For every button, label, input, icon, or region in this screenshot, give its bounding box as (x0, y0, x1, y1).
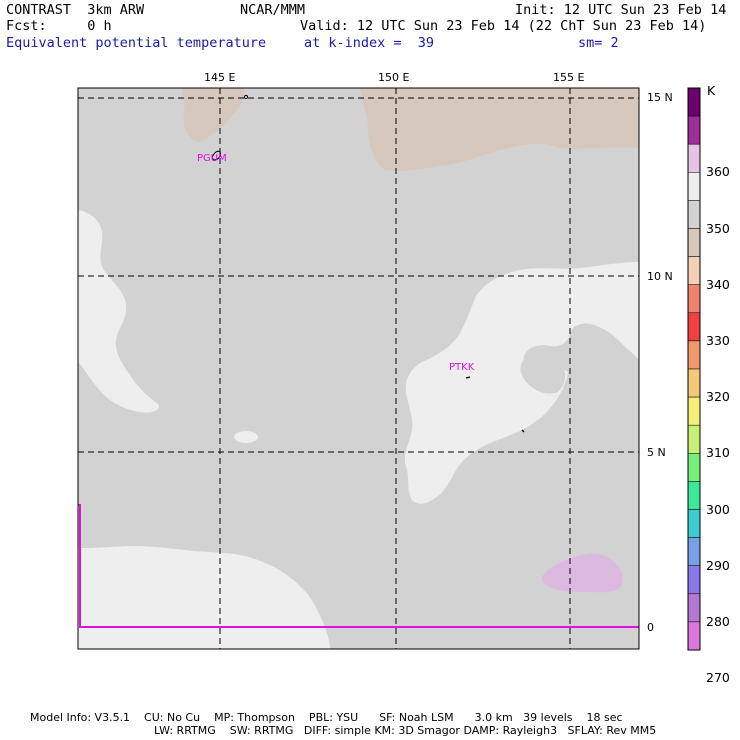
colorbar-swatch (687, 284, 701, 314)
colorbar-tick-label: 300 (706, 501, 730, 517)
valid-time: Valid: 12 UTC Sun 23 Feb 14 (22 ChT Sun … (300, 18, 707, 34)
lat-label-5n: 5 N (647, 446, 666, 459)
colorbar-tick-label: 330 (706, 332, 730, 348)
island-marker-north (243, 94, 249, 100)
light-blob (234, 431, 258, 443)
colorbar-tick-label: 320 (706, 389, 730, 405)
colorbar-tick-label: 270 (706, 670, 730, 686)
light-region-east (78, 262, 639, 649)
colorbar-swatch (687, 453, 701, 482)
colorbar-swatch (687, 621, 701, 651)
pohnpei-coastline (521, 429, 525, 433)
colorbar-swatch (687, 172, 701, 201)
colorbar-tick-label: 340 (706, 276, 730, 292)
light-region-south (78, 548, 330, 649)
colorbar-tick-label: 290 (706, 557, 730, 573)
colorbar-swatch (687, 340, 701, 370)
lat-label-10n: 10 N (647, 270, 673, 283)
colorbar-swatch (687, 312, 701, 342)
lon-label-150: 150 E (378, 71, 410, 84)
colorbar-unit: K (707, 83, 716, 98)
colorbar-swatch (687, 537, 701, 566)
tan-region-west (182, 88, 245, 142)
tan-region-east (360, 88, 639, 171)
lavender-blob (541, 553, 623, 593)
colorbar-swatch (687, 593, 701, 623)
station-label-ptkk: PTKK (449, 362, 475, 373)
colorbar-swatch (687, 228, 701, 257)
model-info-line1: Model Info: V3.5.1 CU: No Cu MP: Thompso… (30, 711, 623, 724)
model-title: CONTRAST 3km ARW (6, 2, 145, 18)
colorbar-swatch (687, 509, 701, 538)
colorbar-swatch (687, 256, 701, 285)
field-fill (78, 88, 639, 649)
colorbar-tick-label: 280 (706, 613, 730, 629)
colorbar-swatch (687, 87, 701, 117)
colorbar-swatch (687, 565, 701, 595)
colorbar-swatch (687, 115, 701, 145)
gray-patch-east (520, 357, 566, 394)
equator-contour (78, 504, 639, 628)
colorbar-swatch (687, 368, 701, 398)
lat-lon-grid (78, 88, 639, 649)
colorbar-swatch (687, 424, 701, 454)
colorbar-tick-label: 360 (706, 164, 730, 180)
plot-frame (77, 87, 640, 650)
colorbar-swatch (687, 396, 701, 426)
organization-label: NCAR/MMM (240, 2, 306, 18)
level-index: at k-index = 39 (304, 35, 435, 51)
light-region-west (78, 210, 159, 413)
colorbar-tick-label: 310 (706, 445, 730, 461)
field-name: Equivalent potential temperature (6, 35, 267, 51)
smoothing-label: sm= 2 (578, 35, 619, 51)
colorbar-swatch (687, 143, 701, 173)
lon-label-145: 145 E (204, 71, 236, 84)
model-info-line2: LW: RRTMG SW: RRTMG DIFF: simple KM: 3D … (154, 724, 657, 737)
colorbar (687, 87, 701, 651)
init-time: Init: 12 UTC Sun 23 Feb 14 (515, 2, 727, 18)
lat-label-15n: 15 N (647, 91, 673, 104)
colorbar-swatch (687, 481, 701, 510)
colorbar-swatch (687, 200, 701, 229)
lon-label-155: 155 E (553, 71, 585, 84)
forecast-hour: Fcst: 0 h (6, 18, 112, 34)
lat-label-0: 0 (647, 621, 654, 634)
colorbar-frame (687, 87, 701, 651)
station-label-pgum: PGUM (197, 153, 227, 164)
colorbar-tick-label: 350 (706, 220, 730, 236)
chuuk-coastline (465, 376, 471, 379)
